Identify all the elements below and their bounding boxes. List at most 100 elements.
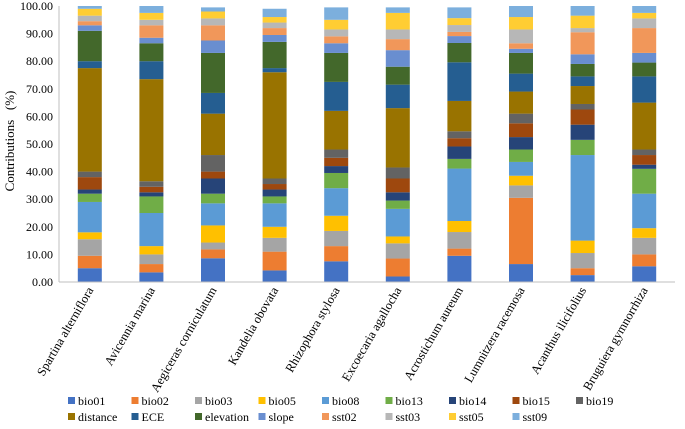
bar-segment-bio19 [509,113,533,124]
bar-segment-slope [632,52,657,63]
bar-segment-bio14 [139,192,164,197]
category-label: Aegiceras corniculatum [148,284,220,394]
bar-segment-distance [262,72,287,179]
category-labels: Spartina alterniflora Avicennia marinaAeg… [34,284,651,394]
bar-segment-sst02 [570,32,595,55]
bar-segment-distance [385,108,410,168]
bar-segment-sst02 [509,43,533,49]
bar-segment-bio02 [632,254,657,267]
axes [58,6,675,283]
bar-segment-bio03 [570,253,595,269]
bar-segment-bio19 [385,167,410,179]
bar-segment-bio15 [262,184,287,190]
bar-segment-bio05 [139,246,164,255]
bar-segment-sst09 [77,6,102,9]
legend-swatch-bio05 [258,397,266,404]
bar-segment-distance [447,100,472,132]
bar-segment-bio05 [447,221,472,233]
bar-segment-bio05 [262,226,287,238]
bar-segment-bio03 [262,237,287,252]
legend-swatch-sst03 [385,413,393,420]
bar-segment-ECE [509,73,533,92]
bar-segment-ECE [385,84,410,109]
legend-label-bio08: bio08 [332,394,359,408]
bar-segment-sst05 [570,15,595,29]
bar-segment-bio08 [324,188,349,216]
legend-label-distance: distance [78,410,117,424]
y-tick-label: 30.00 [26,192,53,206]
bar-segment-bio15 [509,123,533,138]
bar-segment-sst03 [77,15,102,22]
bar-segment-bio05 [201,225,225,243]
bar-segment-bio15 [201,171,225,179]
y-tick-label: 90.00 [26,27,53,41]
bar-segment-bio08 [139,213,164,247]
legend-swatch-bio08 [322,397,329,404]
bar-segment-bio01 [324,261,349,282]
category-label: Kandelia obovata [225,284,281,367]
bar-segment-distance [570,86,595,104]
bar-segment-bio08 [201,203,225,226]
legend-swatch-bio14 [449,397,456,404]
bar-segment-bio01 [77,268,102,282]
bar-segment-distance [632,102,657,150]
bar-segment-bio02 [139,264,164,273]
bar-segment-bio19 [570,103,595,110]
bar-segment-bio08 [632,193,657,229]
bar-segment-bio02 [509,197,533,265]
bar-segment-bio14 [262,189,287,197]
bar-segment-bio13 [509,149,533,162]
bar-segment-ECE [139,61,164,80]
legend-swatch-sst09 [512,413,520,420]
legend-label-sst09: sst09 [523,410,548,424]
bar-segment-bio13 [201,193,225,204]
bar-segment-elevation [632,62,657,77]
legend-label-bio03: bio03 [205,394,232,408]
legend-label-sst05: sst05 [459,410,484,424]
bar-segment-sst02 [324,36,349,44]
bar-segment-distance [509,91,533,114]
bar-segment-bio15 [324,157,349,167]
bar-segment-sst05 [139,12,164,20]
bar-segment-bio13 [632,168,657,194]
bar-segment-bio15 [632,155,657,165]
y-tick-label: 20.00 [26,220,53,234]
legend-label-ECE: ECE [142,410,165,424]
bar-segment-bio05 [77,232,102,240]
y-axis-title: Contributions (%) [2,91,17,192]
legend-swatch-ECE [131,413,139,420]
bar-segment-bio15 [385,178,410,193]
bar-segment-bio13 [447,158,472,169]
bar-segment-ECE [570,76,595,87]
legend-label-bio13: bio13 [396,394,423,408]
y-tick-label: 10.00 [26,247,53,261]
bar-segment-bio01 [447,255,472,282]
bar-segment-sst05 [262,17,287,23]
category-label: Rhizophora stylosa [283,284,343,375]
bar-segment-ECE [77,61,102,69]
y-tick-label: 80.00 [26,54,53,68]
bar-segment-bio01 [385,276,410,282]
bar-segment-bio14 [632,164,657,169]
bar-segment-bio05 [632,228,657,238]
bar-segment-slope [509,48,533,53]
legend-swatch-bio13 [385,397,393,404]
legend: bio01 bio02 bio03 bio05 bio08 bio13 bio14 bio15… [68,394,613,424]
bar-segment-bio15 [77,177,102,190]
bar-segment-bio14 [385,192,410,201]
legend-label-bio01: bio01 [78,394,105,408]
bar-segment-bio02 [77,255,102,269]
y-tick-label: 0.00 [32,275,53,289]
category-label: Excoecaria agallocha [339,284,405,384]
bar-segment-slope [324,43,349,53]
bar-segment-bio13 [77,193,102,202]
legend-swatch-distance [68,413,75,420]
bar-segment-ECE [447,62,472,101]
bar-segment-bio14 [570,124,595,140]
y-tick-label: 40.00 [26,165,53,179]
bar-segment-slope [570,54,595,64]
bar-segment-bio19 [201,155,225,172]
bar-segment-bio14 [447,146,472,159]
bar-segment-bio02 [385,258,410,277]
bar-segment-bio02 [324,246,349,262]
